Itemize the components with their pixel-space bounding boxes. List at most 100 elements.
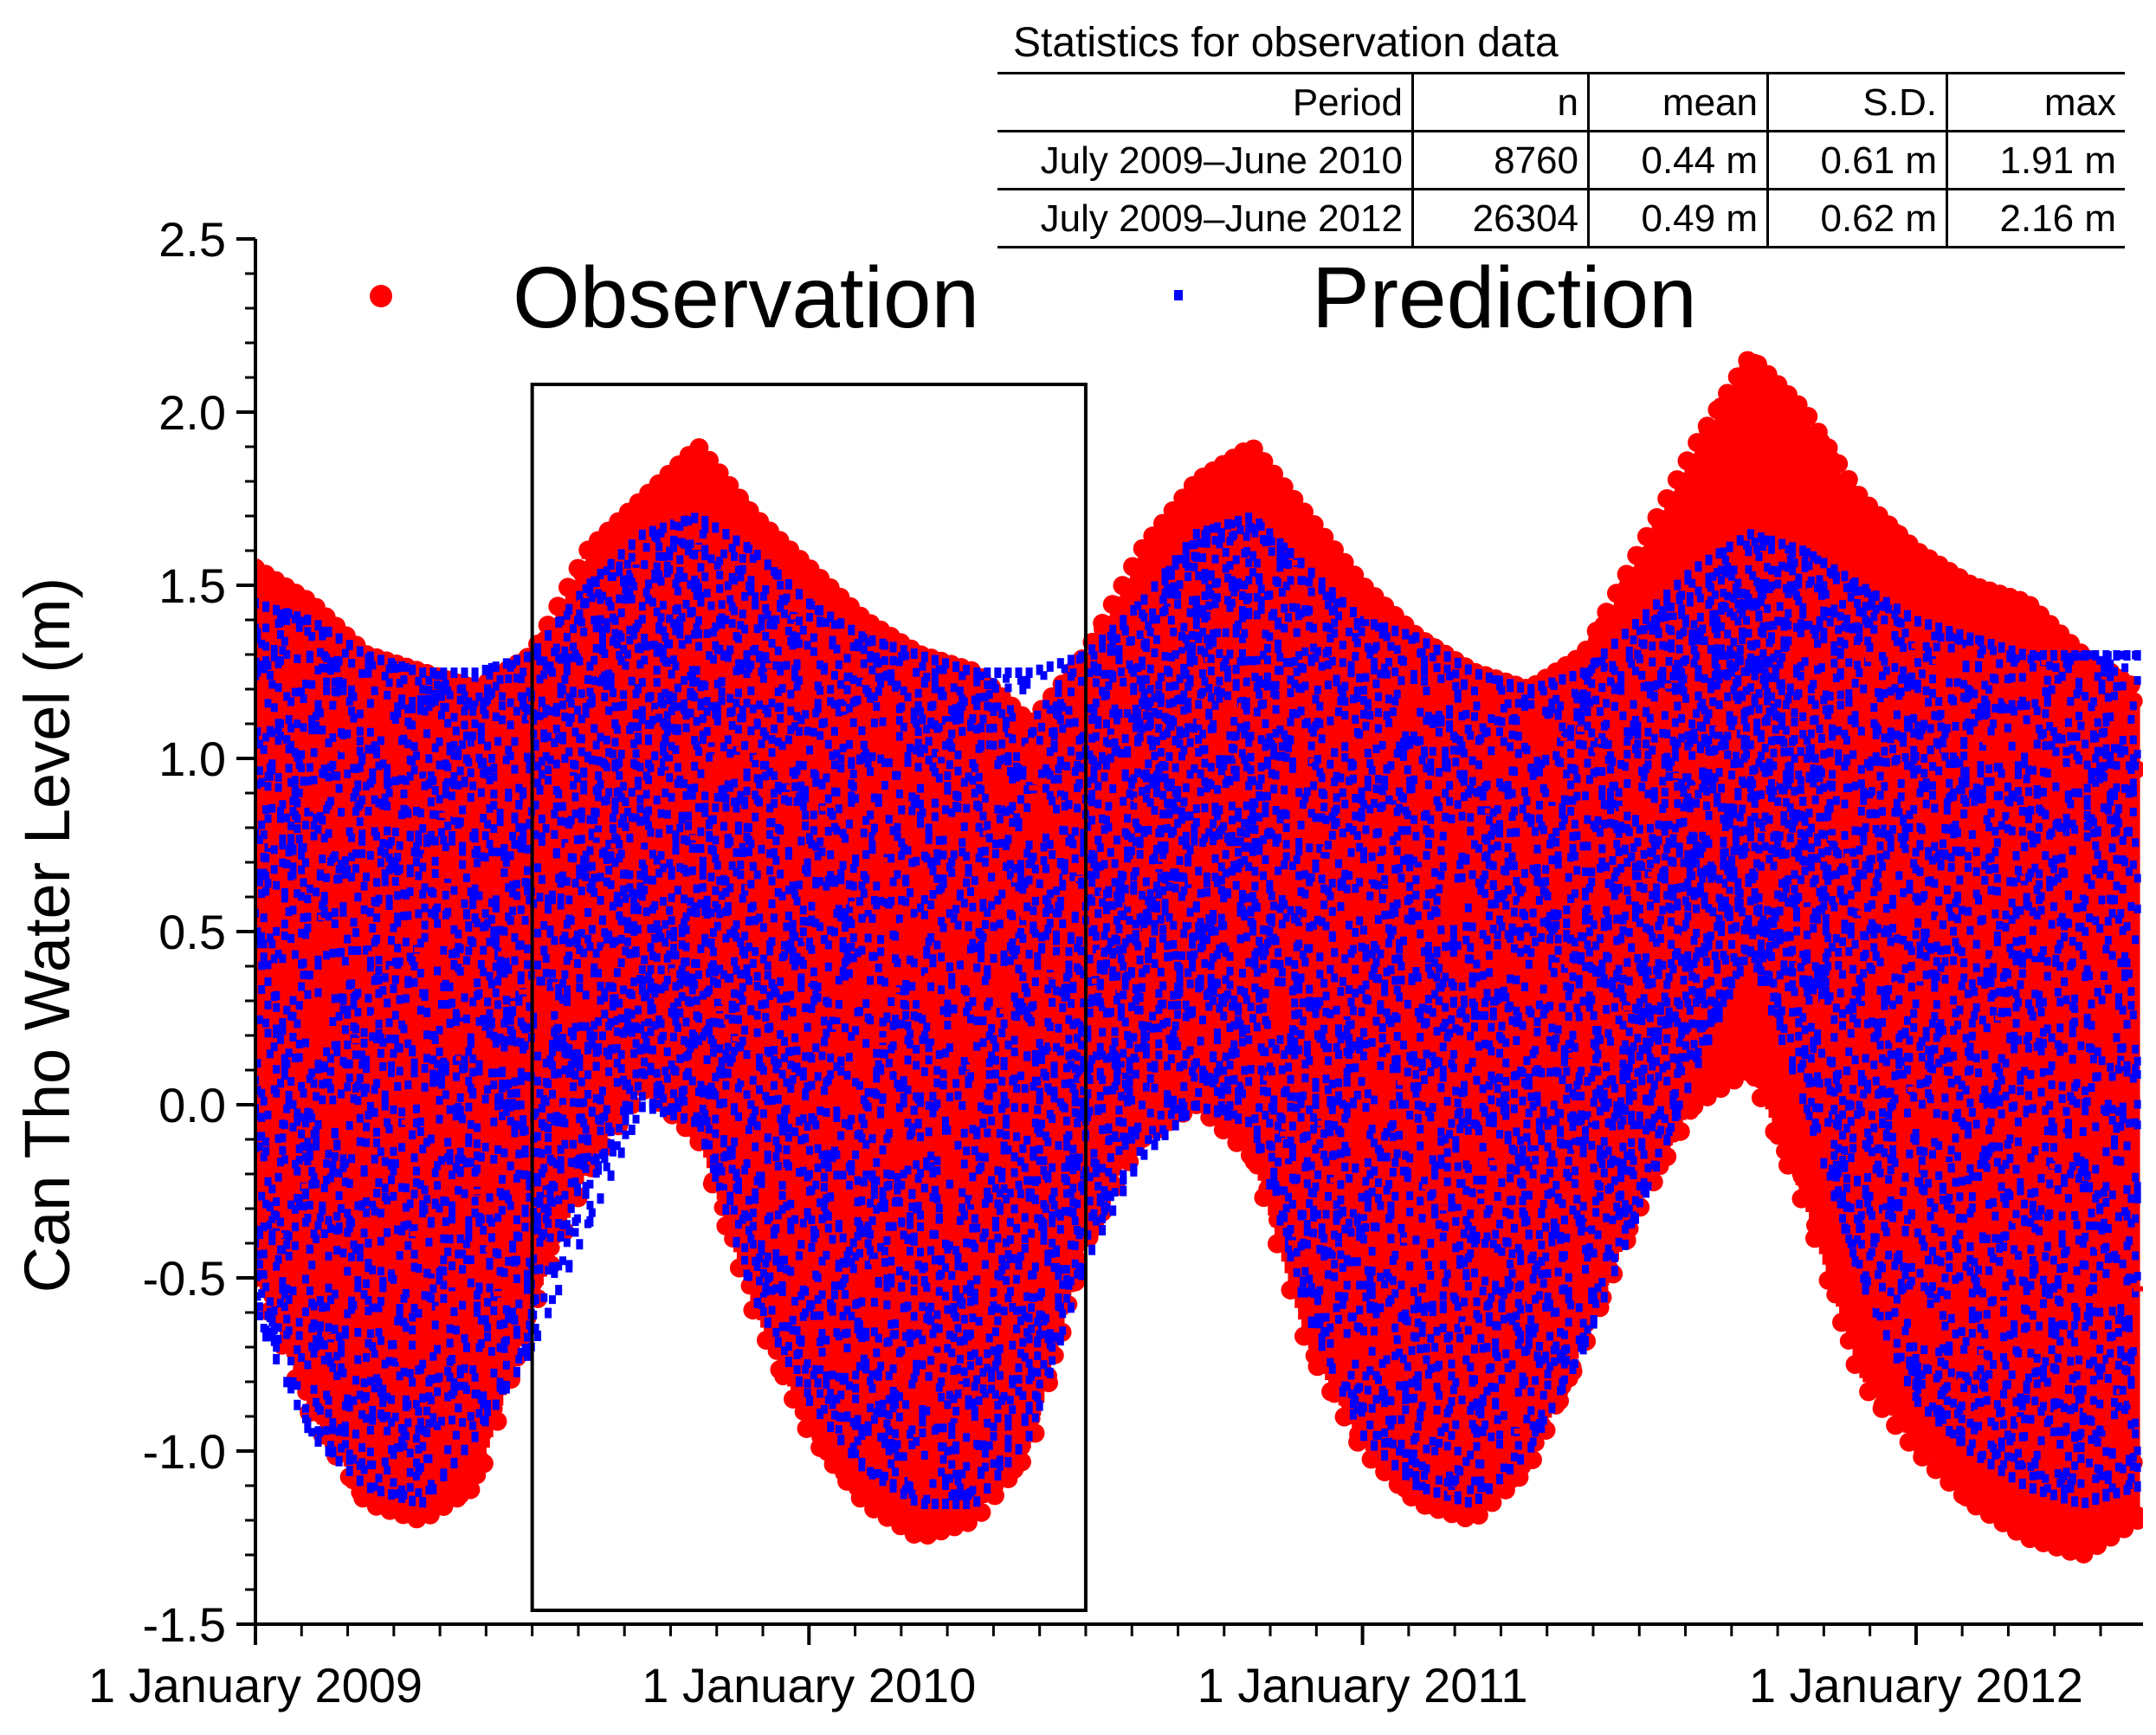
prediction-point [666,824,674,834]
prediction-point [634,925,642,934]
prediction-point [616,998,623,1008]
prediction-point [592,1061,600,1071]
observation-point [343,1282,354,1288]
prediction-point [638,706,646,715]
observation-point [255,1173,261,1179]
prediction-point [521,1145,529,1155]
prediction-point [601,1112,609,1121]
prediction-point [578,747,585,757]
prediction-point [344,1267,352,1276]
prediction-point [270,865,278,874]
prediction-point [580,1098,588,1107]
prediction-point [467,1411,474,1421]
prediction-point [595,1165,603,1175]
prediction-point [578,689,585,699]
prediction-point [360,1038,368,1048]
prediction-point [262,601,270,612]
prediction-point [511,956,519,965]
prediction-point [385,678,393,687]
prediction-point [487,979,495,989]
prediction-point [540,1164,548,1173]
prediction-point [294,1108,301,1118]
prediction-point [617,916,625,926]
prediction-point [283,1240,291,1249]
prediction-point [381,1098,389,1107]
prediction-point [294,1117,301,1126]
observation-point [414,947,425,953]
prediction-point [295,1156,303,1165]
prediction-point [325,1283,332,1293]
prediction-point [255,1059,261,1068]
prediction-point [598,1031,606,1041]
prediction-point [437,710,445,719]
prediction-point [636,795,644,804]
prediction-point [409,1340,416,1350]
prediction-point [487,754,495,764]
prediction-point [360,1229,368,1238]
prediction-point [461,1444,468,1455]
prediction-point [398,694,406,704]
prediction-point [268,680,276,689]
prediction-point [283,1284,291,1293]
prediction-point [561,970,569,979]
prediction-point [603,796,610,805]
prediction-point [609,749,616,758]
prediction-point [341,1025,349,1035]
prediction-point [313,1179,320,1189]
prediction-point [363,1055,371,1065]
prediction-point [427,1218,435,1228]
prediction-point [548,1061,556,1070]
prediction-point [632,1114,640,1124]
prediction-point [597,732,604,742]
prediction-point [425,1454,433,1463]
prediction-point [509,1029,517,1039]
prediction-point [295,788,303,797]
prediction-point [369,1405,377,1415]
prediction-point [591,724,598,733]
prediction-point [260,1249,268,1259]
prediction-point [469,938,477,947]
prediction-point [545,765,552,775]
prediction-point [670,1032,678,1042]
prediction-point [502,1360,510,1370]
prediction-point [326,797,334,806]
prediction-point [511,764,519,774]
prediction-point [429,809,437,819]
prediction-point [465,1233,473,1242]
prediction-point [390,1166,397,1176]
prediction-point [341,1440,349,1449]
prediction-point [588,925,596,934]
prediction-point [366,963,374,972]
prediction-point [390,1274,397,1284]
prediction-point [306,1143,313,1152]
prediction-point [260,939,268,949]
prediction-point [465,946,473,956]
prediction-point [607,602,615,611]
prediction-point [319,726,326,735]
prediction-point [300,971,307,980]
observation-point [1670,1121,1690,1141]
prediction-point [373,934,381,944]
prediction-point [559,700,567,710]
prediction-point [481,909,489,919]
prediction-point [350,918,358,927]
prediction-point [329,1160,337,1170]
prediction-point [515,1300,523,1309]
prediction-point [484,1085,492,1094]
prediction-point [385,788,393,797]
prediction-point [363,1352,371,1362]
prediction-point [391,664,399,674]
prediction-point [638,1092,646,1101]
prediction-point [517,1100,525,1110]
prediction-point [350,692,358,701]
prediction-point [440,1267,448,1276]
prediction-point [314,988,322,997]
prediction-point [262,642,270,651]
prediction-point [402,662,410,672]
observation-point [368,951,379,957]
prediction-point [545,1307,552,1319]
prediction-point [316,708,324,718]
prediction-point [548,1197,556,1207]
prediction-point [641,864,649,874]
prediction-point [396,1303,403,1313]
